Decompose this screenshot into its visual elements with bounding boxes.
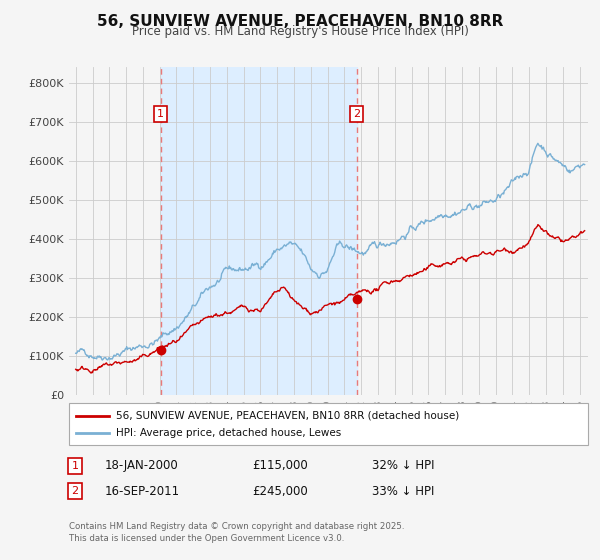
Text: £115,000: £115,000 bbox=[252, 459, 308, 473]
Text: 56, SUNVIEW AVENUE, PEACEHAVEN, BN10 8RR (detached house): 56, SUNVIEW AVENUE, PEACEHAVEN, BN10 8RR… bbox=[116, 411, 460, 421]
Text: Price paid vs. HM Land Registry's House Price Index (HPI): Price paid vs. HM Land Registry's House … bbox=[131, 25, 469, 38]
Text: 33% ↓ HPI: 33% ↓ HPI bbox=[372, 484, 434, 498]
Text: 32% ↓ HPI: 32% ↓ HPI bbox=[372, 459, 434, 473]
Text: 2: 2 bbox=[71, 486, 79, 496]
Text: 1: 1 bbox=[71, 461, 79, 471]
Bar bbox=[161, 67, 356, 395]
Text: 18-JAN-2000: 18-JAN-2000 bbox=[105, 459, 179, 473]
Text: 2: 2 bbox=[353, 109, 360, 119]
Text: 56, SUNVIEW AVENUE, PEACEHAVEN, BN10 8RR: 56, SUNVIEW AVENUE, PEACEHAVEN, BN10 8RR bbox=[97, 14, 503, 29]
Text: £245,000: £245,000 bbox=[252, 484, 308, 498]
Text: HPI: Average price, detached house, Lewes: HPI: Average price, detached house, Lewe… bbox=[116, 428, 341, 438]
Text: Contains HM Land Registry data © Crown copyright and database right 2025.
This d: Contains HM Land Registry data © Crown c… bbox=[69, 522, 404, 543]
Text: 16-SEP-2011: 16-SEP-2011 bbox=[105, 484, 180, 498]
Text: 1: 1 bbox=[157, 109, 164, 119]
